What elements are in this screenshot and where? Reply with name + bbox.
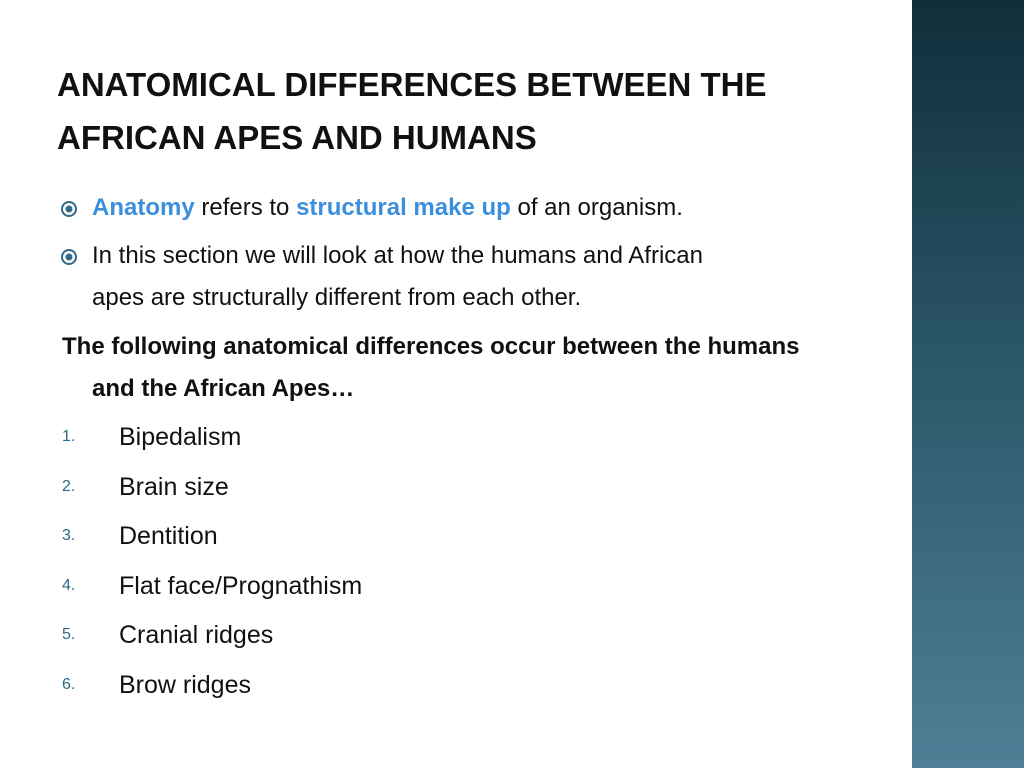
item-number: 5. (62, 626, 76, 644)
text: refers to (194, 194, 297, 221)
item-number: 1. (62, 428, 76, 445)
text: of an organism. (510, 194, 683, 221)
intro-paragraph: The following anatomical differences occ… (62, 333, 800, 402)
item-number: 6. (62, 676, 76, 693)
item-number: 4. (62, 576, 76, 594)
item-number: 3. (62, 527, 76, 545)
bullet-icon (61, 201, 77, 217)
side-panel (912, 0, 1024, 768)
item-number: 2. (62, 477, 76, 495)
item-text: Bipedalism (119, 423, 242, 451)
item-text: Dentition (119, 522, 218, 551)
item-text: Brain size (119, 472, 229, 501)
emphasis-text: structural make up (296, 194, 511, 221)
emphasis-text: Anatomy (92, 194, 195, 221)
item-text: Flat face/Prognathism (119, 571, 363, 600)
item-text: Cranial ridges (119, 621, 274, 650)
bullet: In this section we will look at how the … (61, 235, 752, 319)
bullet-icon (61, 249, 77, 265)
text: In this section we will look at how the … (92, 242, 703, 311)
slide-title: ANATOMICAL DIFFERENCES BETWEEN THE AFRIC… (57, 66, 767, 156)
bullet: Anatomy refers to structural make up of … (61, 187, 872, 229)
item-text: Brow ridges (119, 671, 251, 699)
